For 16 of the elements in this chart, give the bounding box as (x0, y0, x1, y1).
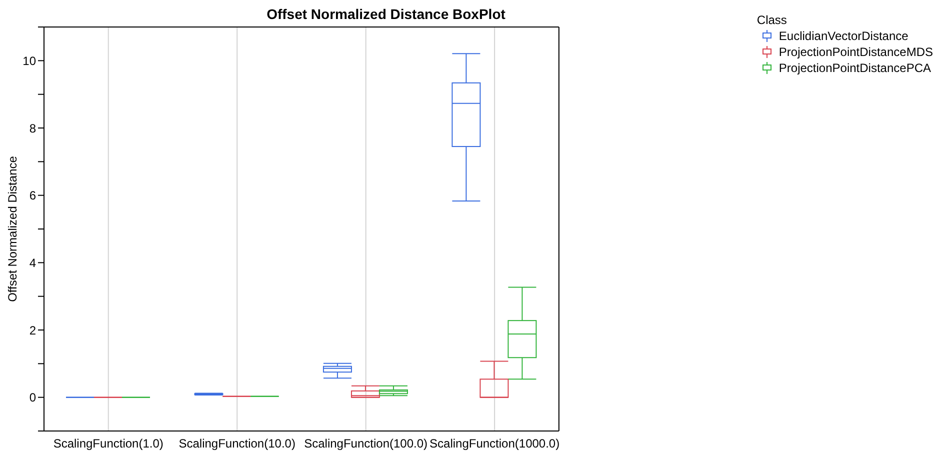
y-tick-label: 2 (29, 323, 36, 338)
legend-label: ProjectionPointDistanceMDS (778, 44, 933, 60)
x-tick-label: ScalingFunction(100.0) (304, 436, 428, 451)
y-tick-label: 10 (22, 54, 36, 68)
y-axis-title: Offset Normalized Distance (5, 156, 20, 302)
y-tick-label: 4 (29, 256, 36, 270)
chart-title: Offset Normalized Distance BoxPlot (266, 6, 506, 22)
y-tick-label: 6 (29, 188, 36, 203)
x-tick-label: ScalingFunction(10.0) (178, 436, 296, 451)
legend-title: Class (756, 12, 788, 28)
x-tick-label: ScalingFunction(1000.0) (430, 436, 560, 451)
y-tick-label: 0 (29, 390, 36, 405)
legend-label: ProjectionPointDistancePCA (778, 60, 931, 76)
legend-label: EuclidianVectorDistance (778, 28, 908, 44)
y-tick-label: 8 (29, 121, 36, 136)
x-tick-label: ScalingFunction(1.0) (53, 436, 164, 451)
